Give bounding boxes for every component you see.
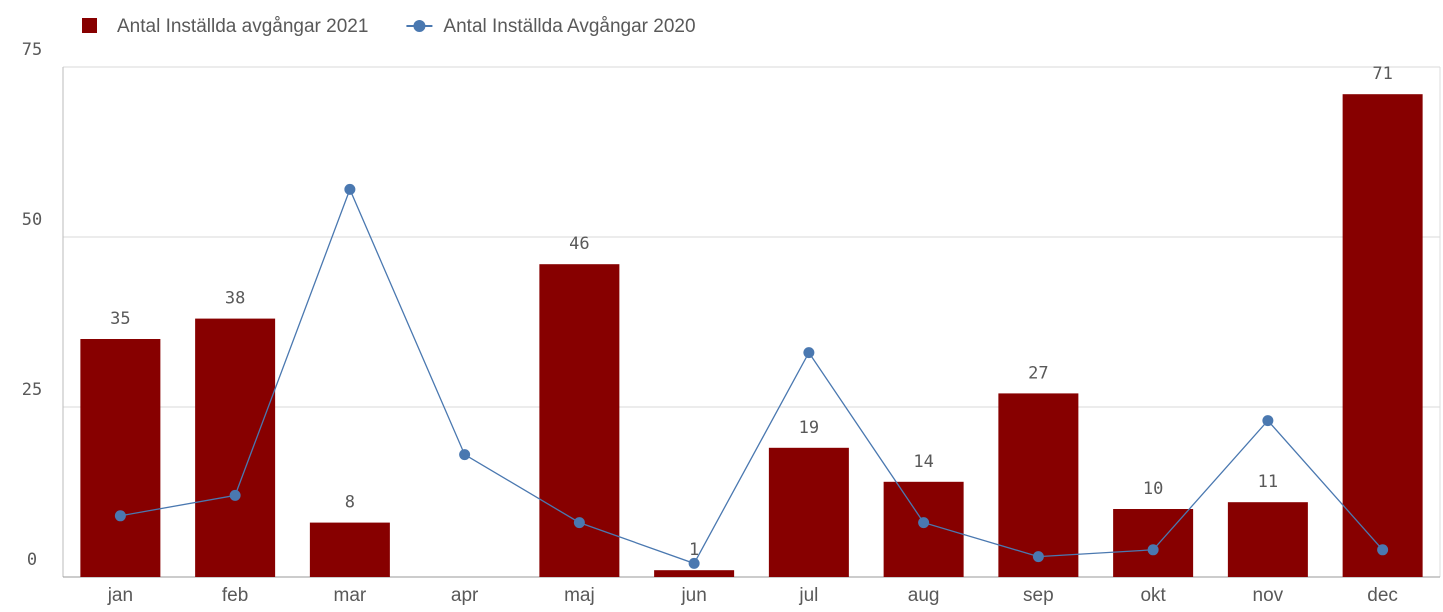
value-label: 8 [345,493,355,513]
x-tick-label: feb [222,585,248,606]
x-tick-label: apr [451,585,479,606]
value-label: 14 [913,452,933,472]
line [120,187,1384,565]
line-point [1147,544,1159,556]
x-tick-label: sep [1023,585,1054,606]
line-point [344,183,356,195]
bar [654,570,735,577]
line-point [803,347,815,359]
line-point [114,510,126,522]
line-point [459,449,471,461]
value-label: 38 [225,289,245,309]
x-tick-label: maj [564,585,595,606]
y-tick-label: 25 [22,380,42,400]
legend-label: Antal Inställda Avgångar 2020 [443,16,695,37]
bar [768,447,849,577]
bar [1342,94,1423,577]
bar [539,264,620,577]
line-point [1262,415,1274,427]
bar [195,318,276,577]
x-tick-label: nov [1253,585,1284,606]
line-point [229,489,241,501]
line-point [573,517,585,529]
value-label: 46 [569,234,589,254]
y-tick-label: 75 [22,40,42,60]
x-tick-label: okt [1140,585,1166,606]
line-point [918,517,930,529]
x-tick-label: jan [107,585,133,606]
line-point [1377,544,1389,556]
value-label: 35 [110,309,130,329]
y-tick-label: 0 [27,550,37,570]
value-label: 1 [689,540,699,560]
line-point [688,557,700,569]
legend-label: Antal Inställda avgångar 2021 [117,16,368,37]
value-label: 19 [799,418,819,438]
value-label: 27 [1028,363,1048,383]
x-tick-label: jul [798,585,818,606]
value-label: 11 [1258,472,1278,492]
bar [80,339,161,577]
x-tick-label: mar [334,585,367,606]
bar [883,481,964,577]
line-point [1032,551,1044,563]
bar [998,393,1079,577]
x-tick-label: aug [908,585,940,606]
value-label: 71 [1372,64,1392,84]
x-tick-label: dec [1367,585,1398,606]
legend-swatch-dot [413,20,426,32]
x-tick-label: jun [680,585,706,606]
bar [1227,502,1308,577]
legend-swatch [82,18,97,33]
y-tick-label: 50 [22,210,42,230]
value-label: 10 [1143,479,1163,499]
bar [309,522,390,577]
